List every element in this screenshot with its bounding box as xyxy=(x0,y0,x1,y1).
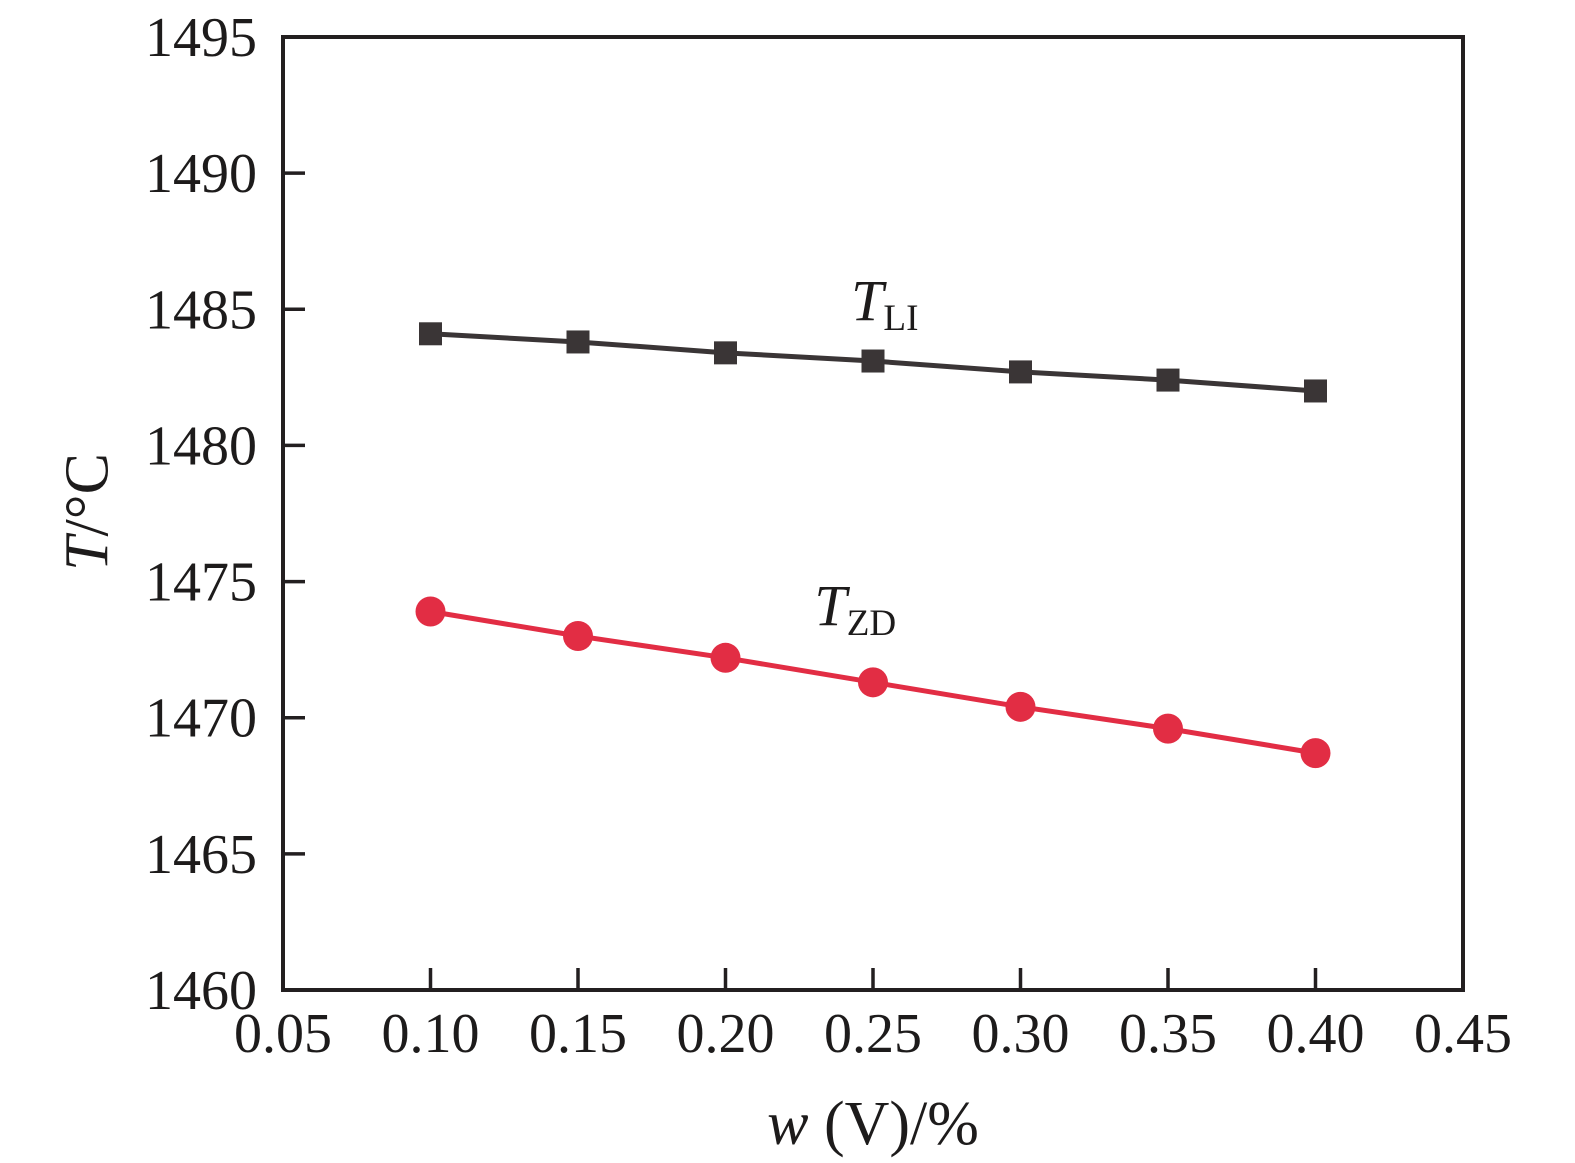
y-tick-label: 1495 xyxy=(145,7,257,69)
series-label-TLI: TLI xyxy=(851,268,918,337)
data-point-circle xyxy=(1153,713,1183,744)
x-axis-variable: w xyxy=(767,1090,809,1158)
x-tick-label: 0.40 xyxy=(1267,1003,1365,1065)
x-tick-label: 0.30 xyxy=(972,1003,1070,1065)
data-point-square xyxy=(419,322,442,346)
data-point-square xyxy=(714,341,737,365)
data-point-circle xyxy=(710,642,741,673)
y-axis: 1460 1465 1470 1475 1480 1485 1490 1495 xyxy=(145,7,305,1022)
data-point-circle xyxy=(415,596,446,627)
data-point-square xyxy=(1156,368,1180,392)
data-point-circle xyxy=(1005,691,1036,722)
y-tick-label: 1485 xyxy=(145,279,257,341)
data-point-square xyxy=(566,330,590,354)
data-point-circle xyxy=(858,667,888,698)
series-label-TZD: TZD xyxy=(814,573,896,642)
data-point-circle xyxy=(563,621,593,652)
plot-frame xyxy=(281,35,1465,992)
data-point-square xyxy=(1009,360,1032,384)
y-tick-label: 1460 xyxy=(145,960,257,1022)
x-tick-label: 0.20 xyxy=(677,1003,775,1065)
data-point-circle xyxy=(1300,738,1331,769)
series-T_LI xyxy=(419,322,1327,403)
y-axis-variable: T xyxy=(53,536,122,571)
x-tick-label: 0.10 xyxy=(382,1003,480,1065)
series-label-TZD-sub: ZD xyxy=(846,602,897,644)
x-tick-label: 0.15 xyxy=(529,1003,627,1065)
x-tick-label: 0.05 xyxy=(234,1003,332,1065)
x-axis-title: w (V)/% xyxy=(283,1089,1463,1160)
x-axis: 0.05 0.10 0.15 0.20 0.25 0.30 0.35 0.40 0.45 xyxy=(234,968,1512,1065)
x-tick-label: 0.25 xyxy=(824,1003,922,1065)
x-axis-unit: (V)/% xyxy=(808,1090,979,1158)
y-axis-unit: /°C xyxy=(53,453,122,537)
y-tick-label: 1470 xyxy=(145,688,257,750)
y-axis-title: T/°C xyxy=(53,453,124,571)
series-label-TZD-main: T xyxy=(814,573,847,639)
series-label-TLI-sub: LI xyxy=(883,297,919,339)
series-T_ZD xyxy=(415,596,1331,769)
series-label-TLI-main: T xyxy=(851,268,884,334)
x-tick-label: 0.35 xyxy=(1119,1003,1217,1065)
y-tick-label: 1490 xyxy=(145,143,257,205)
x-tick-label: 0.45 xyxy=(1414,1003,1512,1065)
data-point-square xyxy=(861,349,885,373)
y-tick-label: 1475 xyxy=(145,552,257,614)
data-point-square xyxy=(1304,379,1327,403)
y-tick-label: 1480 xyxy=(145,415,257,477)
y-tick-label: 1465 xyxy=(145,824,257,886)
